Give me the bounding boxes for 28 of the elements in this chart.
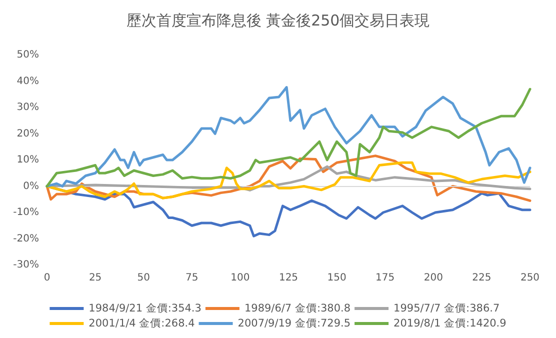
y-tick-label: -30% [13,260,39,270]
legend-label: 2001/1/4 金價:268.4 [88,318,196,330]
x-tick-label: 100 [230,272,250,284]
x-tick-label: 250 [520,272,540,284]
line-series [46,161,532,200]
legend-label: 1989/6/7 金價:380.8 [244,302,351,314]
legend-label: 1984/9/21 金價:354.3 [88,302,202,314]
legend-label: 2007/9/19 金價:729.5 [238,318,351,330]
legend-label: 1995/7/7 金價:386.7 [394,302,500,314]
y-tick-label: 50% [16,50,39,60]
legend-label: 2019/8/1 金價:1420.9 [394,318,506,330]
y-tick-label: 40% [16,76,39,87]
x-tick-label: 25 [88,272,102,284]
x-tick-label: 225 [472,272,492,284]
x-tick-label: 75 [186,272,198,284]
y-tick-label: 20% [16,128,39,140]
x-tick-label: 150 [327,272,346,284]
y-tick-label: 0% [23,180,39,192]
y-tick-label: -20% [13,233,39,244]
y-tick-label: 10% [16,154,39,166]
y-tick-label: 30% [16,102,39,113]
y-tick-label: -10% [13,207,39,218]
x-tick-label: 50 [137,272,150,284]
x-tick-label: 0 [44,272,50,284]
x-tick-label: 125 [278,272,298,284]
x-tick-label: 200 [424,272,443,284]
x-tick-label: 175 [376,272,395,284]
chart-title: 歷次首度宣布降息後 黃金後250個交易日表現 [126,12,430,30]
